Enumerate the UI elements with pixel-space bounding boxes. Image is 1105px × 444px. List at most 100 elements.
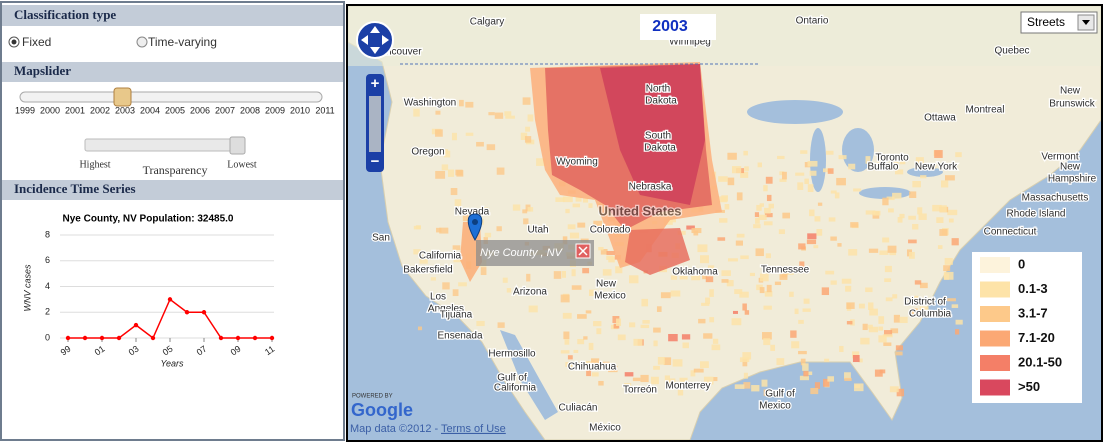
- county-shade: [742, 359, 748, 367]
- legend-swatch: [980, 306, 1010, 322]
- county-shade: [577, 338, 585, 345]
- county-shade: [679, 377, 688, 385]
- pan-control[interactable]: [356, 21, 394, 59]
- county-shade: [766, 284, 772, 293]
- county-shade: [841, 278, 852, 284]
- y-tick-label: 2: [45, 307, 50, 317]
- county-shade: [940, 180, 949, 188]
- county-shade: [852, 351, 860, 359]
- zoom-out[interactable]: −: [371, 153, 380, 170]
- county-shade: [624, 372, 634, 377]
- county-shade: [693, 368, 704, 373]
- radio-label[interactable]: Time-varying: [148, 35, 217, 49]
- radio-label[interactable]: Fixed: [22, 35, 51, 49]
- county-shade: [702, 271, 712, 277]
- county-shade: [753, 224, 761, 229]
- county-shade: [731, 166, 742, 174]
- section-title: Classification type: [14, 7, 116, 22]
- place-label: Hampshire: [1048, 174, 1097, 185]
- zoom-bar[interactable]: [369, 96, 381, 152]
- county-shade: [560, 350, 570, 354]
- county-shade: [846, 320, 853, 325]
- year-slider-handle[interactable]: [113, 87, 132, 107]
- county-shade: [896, 388, 905, 397]
- terms-link[interactable]: Terms of Use: [441, 423, 506, 435]
- county-shade: [650, 376, 659, 385]
- map[interactable]: CalgaryWinnipegOntarioQuebecVancouverWas…: [348, 6, 1101, 440]
- county-shade: [417, 326, 423, 331]
- place-label: Hermosillo: [488, 349, 536, 360]
- county-shade: [681, 334, 691, 340]
- county-shade: [444, 150, 451, 158]
- county-shade: [712, 377, 718, 382]
- county-shade: [486, 144, 496, 151]
- county-shade: [606, 255, 614, 260]
- county-shade: [435, 110, 441, 115]
- county-shade: [454, 199, 462, 207]
- county-shade: [798, 243, 806, 250]
- county-shade: [789, 291, 794, 297]
- county-shade: [664, 375, 670, 383]
- county-shade: [756, 284, 763, 291]
- transparency-track[interactable]: [84, 138, 246, 152]
- county-shade: [865, 287, 873, 293]
- place-label: San: [372, 233, 390, 244]
- county-shade: [837, 243, 842, 247]
- county-shade: [836, 177, 846, 186]
- point: [167, 297, 173, 302]
- county-shade: [742, 352, 752, 360]
- place-label: Ontario: [796, 16, 829, 27]
- county-shade: [504, 111, 512, 116]
- county-shade: [727, 258, 738, 262]
- county-shade: [564, 339, 570, 345]
- point: [65, 335, 71, 341]
- county-shade: [894, 161, 899, 166]
- county-shade: [895, 345, 903, 351]
- info-popup[interactable]: [476, 240, 594, 266]
- county-shade: [585, 310, 592, 314]
- county-shade: [560, 294, 570, 303]
- county-shade: [803, 371, 809, 377]
- county-shade: [613, 323, 620, 329]
- county-shade: [770, 344, 776, 351]
- legend-swatch: [980, 355, 1010, 371]
- county-shade: [731, 318, 742, 326]
- county-shade: [744, 310, 750, 315]
- transparency-handle[interactable]: [229, 136, 246, 155]
- place-label: Ensenada: [437, 331, 482, 342]
- county-shade: [642, 320, 650, 324]
- place-label: Utah: [527, 225, 548, 236]
- county-shade: [844, 372, 851, 380]
- place-label: Toronto: [875, 153, 909, 164]
- place-label: Angeles: [428, 304, 464, 315]
- place-label: Wyoming: [556, 157, 598, 168]
- county-shade: [889, 386, 899, 393]
- place-label: Buffalo: [868, 162, 899, 173]
- county-shade: [850, 319, 855, 326]
- place-label: Calgary: [470, 17, 504, 28]
- county-shade: [776, 358, 785, 366]
- county-shade: [536, 158, 547, 166]
- county-shade: [908, 215, 916, 220]
- county-shade: [955, 319, 963, 325]
- county-shade: [458, 282, 467, 287]
- county-shade: [632, 377, 641, 382]
- county-shade: [860, 337, 870, 345]
- county-shade: [845, 285, 852, 292]
- place-label: Mexico: [594, 291, 626, 302]
- year-slider-track[interactable]: [19, 91, 323, 103]
- county-shade: [711, 344, 721, 351]
- county-shade: [553, 271, 562, 279]
- county-shade: [914, 280, 922, 285]
- county-shade: [763, 305, 772, 310]
- county-shade: [451, 132, 457, 141]
- county-shade: [567, 224, 576, 230]
- county-shade: [732, 310, 738, 314]
- county-shade: [739, 357, 750, 363]
- year-label: 2010: [290, 105, 310, 115]
- county-shade: [640, 324, 650, 329]
- radio[interactable]: [136, 36, 148, 48]
- zoom-in[interactable]: +: [371, 75, 380, 92]
- county-shade: [774, 281, 782, 286]
